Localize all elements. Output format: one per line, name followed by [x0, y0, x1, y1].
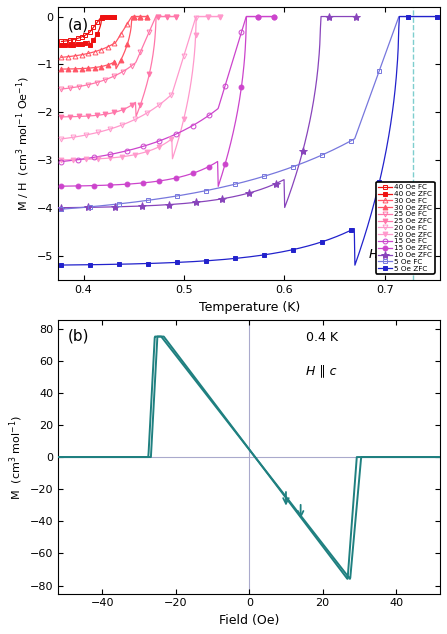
- Text: (b): (b): [68, 328, 89, 344]
- Text: (a): (a): [68, 18, 89, 33]
- Text: $H \parallel c$: $H \parallel c$: [368, 247, 397, 263]
- Text: 0.4 K: 0.4 K: [307, 332, 338, 344]
- Y-axis label: M  (cm$^3$ mol$^{-1}$): M (cm$^3$ mol$^{-1}$): [7, 415, 25, 500]
- Text: H ∥ c: H ∥ c: [307, 364, 337, 377]
- X-axis label: Field (Oe): Field (Oe): [219, 614, 279, 627]
- Y-axis label: M / H  (cm$^3$ mol$^{-1}$ Oe$^{-1}$): M / H (cm$^3$ mol$^{-1}$ Oe$^{-1}$): [14, 76, 32, 211]
- X-axis label: Temperature (K): Temperature (K): [198, 301, 300, 314]
- Legend: 40 Oe FC, 40 Oe ZFC, 30 Oe FC, 30 Oe ZFC, 25 Oe FC, 25 Oe ZFC, 20 Oe FC, 20 Oe Z: 40 Oe FC, 40 Oe ZFC, 30 Oe FC, 30 Oe ZFC…: [375, 182, 434, 274]
